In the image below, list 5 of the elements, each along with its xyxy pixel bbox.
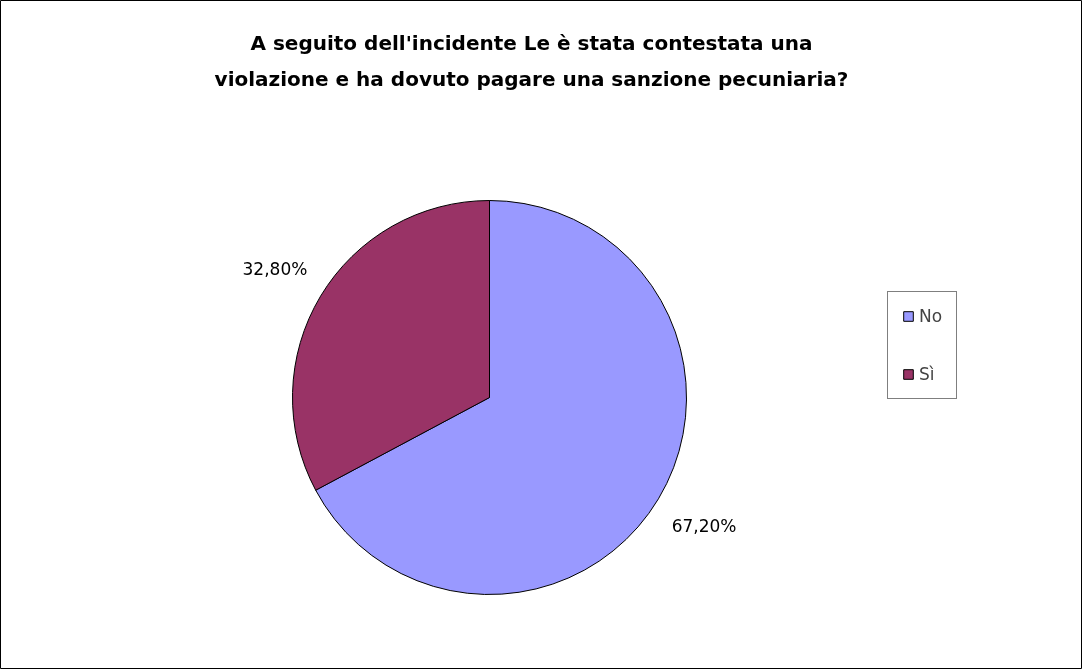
- chart-title: A seguito dell'incidente Le è stata contestata una violazione e ha dovuto pagare una sanzione pecuniaria?: [214, 30, 849, 91]
- legend-label: No: [919, 306, 943, 326]
- data-label: 32,80%: [242, 258, 308, 279]
- legend-label: Sì: [919, 364, 936, 384]
- data-label: 67,20%: [671, 516, 737, 537]
